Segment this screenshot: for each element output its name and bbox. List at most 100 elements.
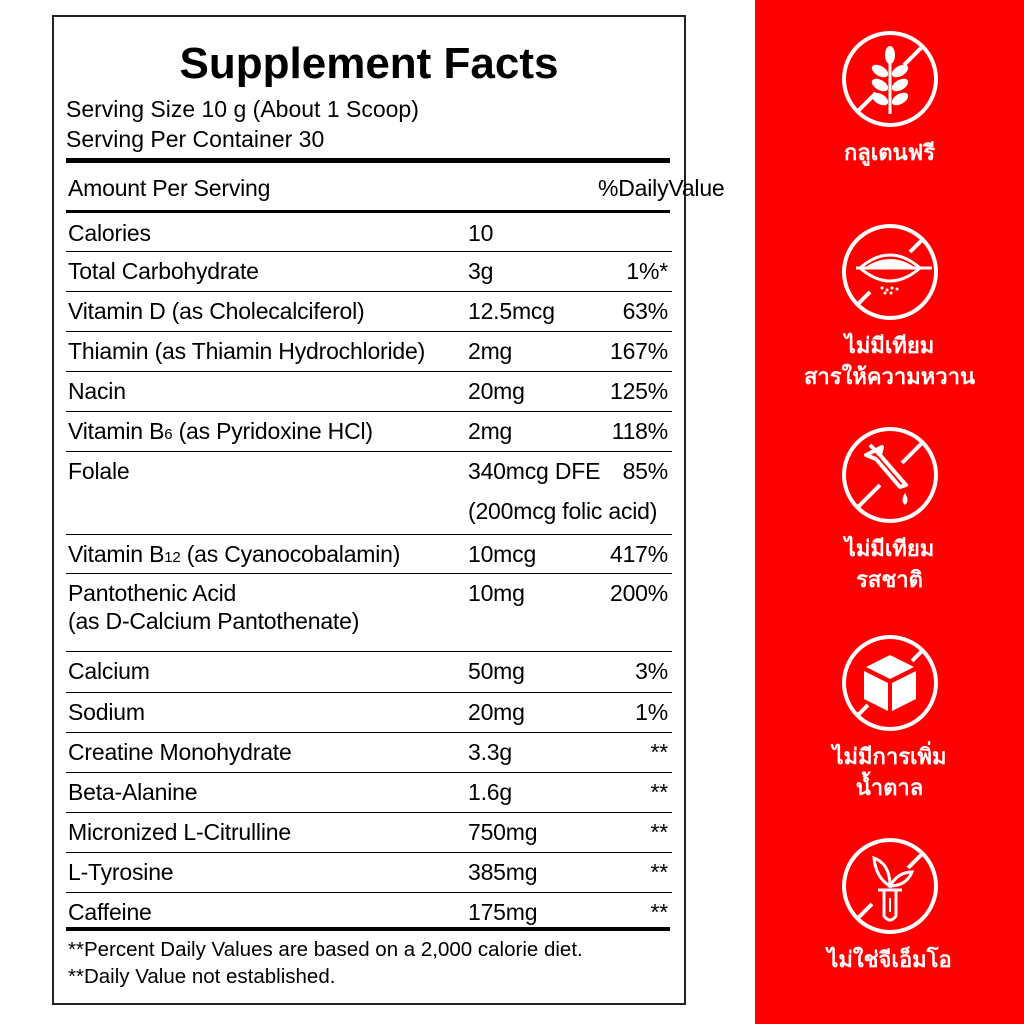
cell-name: Vitamin D (as Cholecalciferol) <box>66 291 466 332</box>
nutrient-source: (as D-Calcium Pantothenate) <box>68 607 360 634</box>
nutrient-name: Calcium <box>68 657 150 684</box>
nutrient-dv: ** <box>650 738 669 765</box>
nutrient-name: Micronized L-Citrulline <box>68 818 291 845</box>
badge-label-line: ไม่มีเทียม <box>844 536 935 561</box>
no-sugar-cube-icon <box>841 635 938 731</box>
cell-dv: 63% <box>596 291 673 332</box>
nutrient-dv: 1% <box>635 698 669 725</box>
cell-name: Caffeine <box>66 892 466 929</box>
badge-label: ไม่ใช่จีเอ็มโอ <box>827 947 952 972</box>
servings-per-container: Serving Per Container 30 <box>66 126 325 152</box>
nutrient-dv: 200% <box>609 579 669 606</box>
cell-amount: 10 <box>466 214 597 252</box>
table-row: Pantothenic Acid (as D-Calcium Pantothena… <box>66 573 673 652</box>
nutrient-name: Thiamin (as Thiamin Hydrochloride) <box>68 337 426 364</box>
cell-amount: 20mg <box>466 692 597 733</box>
badge-gluten-free: กลูเตนฟรี <box>755 29 1024 168</box>
nutrient-note: (200mcg folic acid) <box>468 497 658 524</box>
footnote-dv: **Percent Daily Values are based on a 2,… <box>68 938 583 961</box>
no-gmo-icon <box>841 838 938 934</box>
cell-dv: 125% <box>596 371 673 412</box>
table-row: Vitamin B12 (as Cyanocobalamin) 10mcg 417% <box>66 534 673 574</box>
nutrient-name: Vitamin B <box>68 540 165 567</box>
cell-dv: ** <box>596 812 673 853</box>
cell-dv <box>596 214 673 252</box>
cell-name: Sodium <box>66 692 466 733</box>
table-row: Calories 10 <box>66 214 673 252</box>
badge-label-line: สารให้ความหวาน <box>803 364 975 389</box>
cell-name: Thiamin (as Thiamin Hydrochloride) <box>66 331 466 372</box>
nutrient-amount: 12.5mcg <box>468 297 555 324</box>
nutrient-amount: 20mg <box>468 698 525 725</box>
cell-dv: ** <box>596 892 672 929</box>
cell-amount: 10mcg <box>466 534 597 574</box>
facts-table: Amount Per Serving %DailyValue Calories 1… <box>66 162 725 929</box>
badge-label: ไม่มีเทียม สารให้ความหวาน <box>755 330 1024 392</box>
cell-amount: 385mg <box>466 852 597 893</box>
divider-thick <box>66 210 670 213</box>
cell-dv: ** <box>596 732 673 773</box>
nutrient-dv: 85% <box>622 457 669 484</box>
cell-dv: 200% <box>596 573 673 652</box>
cell-name: Folale <box>66 451 466 535</box>
cell-amount: 2mg <box>466 331 597 372</box>
cell-amount: 50mg <box>466 651 597 693</box>
nutrient-subscript: 6 <box>164 425 173 443</box>
nutrient-name: Pantothenic Acid <box>68 579 237 606</box>
badge-label: กลูเตนฟรี <box>843 140 936 165</box>
nutrient-name: Caffeine <box>68 898 152 925</box>
nutrient-dv: 1%* <box>626 257 669 284</box>
table-row: Nacin 20mg 125% <box>66 371 673 412</box>
cell-name: Calcium <box>66 651 466 693</box>
badge-no-sweetener: ไม่มีเทียม สารให้ความหวาน <box>755 222 1024 392</box>
footnote-not-established: **Daily Value not established. <box>68 965 336 988</box>
no-sweetener-icon <box>841 224 938 320</box>
nutrient-amount: 1.6g <box>468 778 512 805</box>
nutrient-name: Vitamin B <box>68 417 165 444</box>
cell-name: L-Tyrosine <box>66 852 466 893</box>
table-row: Sodium 20mg 1% <box>66 692 673 733</box>
nutrient-name: Creatine Monohydrate <box>68 738 292 765</box>
header-dv: %DailyValue <box>598 175 725 201</box>
table-row: Total Carbohydrate 3g 1%* <box>66 251 673 292</box>
nutrient-amount: 2mg <box>468 417 513 444</box>
cell-dv: 1%* <box>596 251 673 292</box>
table-row: Micronized L-Citrulline 750mg ** <box>66 812 673 853</box>
badge-label-line: ไม่มีการเพิ่ม <box>832 744 947 769</box>
nutrient-amount: 10 <box>468 220 494 246</box>
nutrient-amount: 10mcg <box>468 540 537 567</box>
nutrient-amount: 340mcg DFE <box>468 457 601 484</box>
nutrient-dv: 63% <box>622 297 669 324</box>
no-wheat-icon <box>841 31 938 127</box>
cell-dv: 85% <box>596 451 673 535</box>
nutrient-dv: ** <box>650 898 669 925</box>
cell-name: Micronized L-Citrulline <box>66 812 466 853</box>
table-header: Amount Per Serving %DailyValue <box>66 162 725 214</box>
cell-name: Vitamin B12 (as Cyanocobalamin) <box>66 534 466 574</box>
cell-amount: 340mcg DFE (200mcg folic acid) <box>466 451 658 535</box>
cell-dv: 417% <box>596 534 673 574</box>
nutrient-amount: 3.3g <box>468 738 512 765</box>
cell-amount: 2mg <box>466 411 597 452</box>
nutrient-name: Calories <box>68 220 151 246</box>
badge-label: ไม่มีเทียม รสชาติ <box>755 533 1024 595</box>
cell-amount: 20mg <box>466 371 597 412</box>
nutrient-name: Beta-Alanine <box>68 778 198 805</box>
cell-amount: 1.6g <box>466 772 597 813</box>
cell-dv: 3% <box>596 651 673 693</box>
nutrient-name-suffix: (as Pyridoxine HCl) <box>172 417 374 444</box>
badge-label: ไม่มีการเพิ่ม น้ำตาล <box>755 741 1024 803</box>
badge-no-flavor: ไม่มีเทียม รสชาติ <box>755 425 1024 595</box>
cell-amount: 12.5mcg <box>466 291 597 332</box>
nutrient-name: Folale <box>68 457 130 484</box>
nutrient-amount: 50mg <box>468 657 525 684</box>
nutrient-name-suffix: (as Cyanocobalamin) <box>180 540 401 567</box>
table-row: L-Tyrosine 385mg ** <box>66 852 673 893</box>
nutrient-dv: 118% <box>611 417 669 444</box>
table-row: Vitamin B6 (as Pyridoxine HCl) 2mg 118% <box>66 411 673 452</box>
nutrient-name: Nacin <box>68 377 126 404</box>
header-amount: Amount Per Serving <box>68 175 271 201</box>
cell-dv: 1% <box>596 692 673 733</box>
nutrient-name: L-Tyrosine <box>68 858 174 885</box>
serving-size: Serving Size 10 g (About 1 Scoop) <box>66 96 419 122</box>
